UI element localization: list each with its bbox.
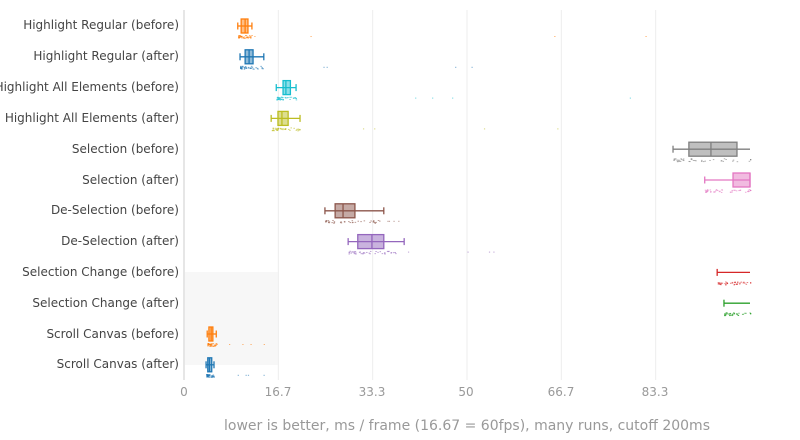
x-tick-4: 66.7 <box>547 385 575 399</box>
box-10[interactable] <box>206 326 265 347</box>
y-label-5: Selection (after) <box>82 173 179 187</box>
y-label-7: De-Selection (after) <box>61 234 179 248</box>
box-5[interactable] <box>704 172 752 193</box>
box-2[interactable] <box>275 79 631 101</box>
y-label-3: Highlight All Elements (after) <box>4 111 179 125</box>
y-label-4: Selection (before) <box>71 142 179 156</box>
x-tick-2: 33.3 <box>358 385 386 399</box>
y-label-0: Highlight Regular (before) <box>23 18 179 32</box>
box-0[interactable] <box>237 18 647 39</box>
x-axis-title: lower is better, ms / frame (16.67 = 60f… <box>224 418 710 434</box>
x-tick-5: 83.3 <box>641 385 669 399</box>
x-tick-0: 0 <box>180 385 188 399</box>
y-label-1: Highlight Regular (after) <box>33 49 179 63</box>
y-label-8: Selection Change (before) <box>22 265 179 279</box>
box-9[interactable] <box>723 299 752 317</box>
x-tick-1: 16.7 <box>264 385 292 399</box>
box-1[interactable] <box>239 49 473 70</box>
shaded-region <box>184 272 278 365</box>
box-8[interactable] <box>716 268 752 286</box>
y-label-11: Scroll Canvas (after) <box>56 357 179 371</box>
box-7[interactable] <box>347 233 495 255</box>
y-label-10: Scroll Canvas (before) <box>46 327 179 341</box>
box-11[interactable] <box>205 357 265 378</box>
y-label-2: Highlight All Elements (before) <box>0 80 179 94</box>
x-tick-3: 50 <box>458 385 474 399</box>
box-4[interactable] <box>672 141 752 163</box>
box-6[interactable] <box>324 203 400 224</box>
y-label-9: Selection Change (after) <box>32 296 179 310</box>
y-label-6: De-Selection (before) <box>50 203 179 217</box>
box-3[interactable] <box>270 110 559 132</box>
